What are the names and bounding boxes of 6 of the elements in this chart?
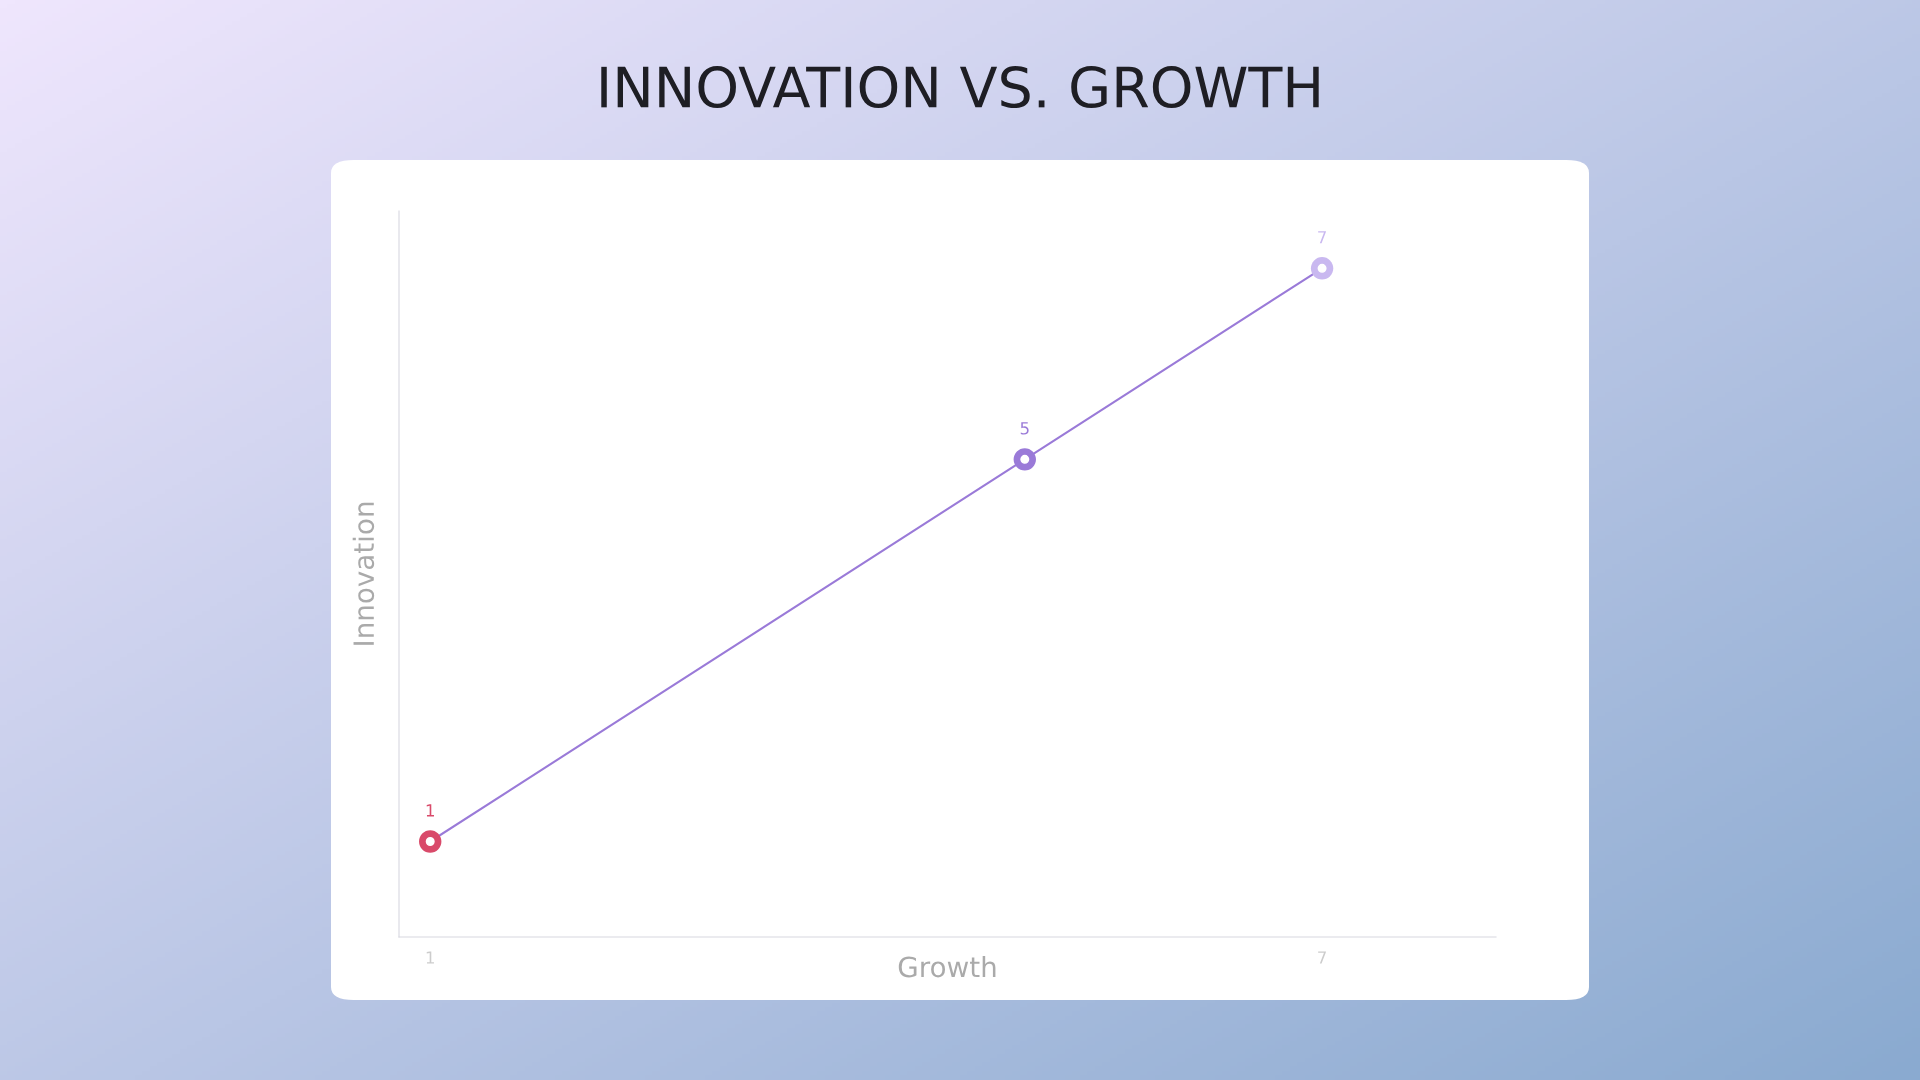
- data-label: 5: [1020, 422, 1029, 435]
- y-axis-title: Innovation: [352, 502, 375, 645]
- x-axis-title: Growth: [898, 955, 996, 978]
- chart-title: INNOVATION VS. GROWTH: [601, 66, 1319, 109]
- data-label: 7: [1318, 231, 1326, 244]
- data-label: 1: [426, 804, 434, 817]
